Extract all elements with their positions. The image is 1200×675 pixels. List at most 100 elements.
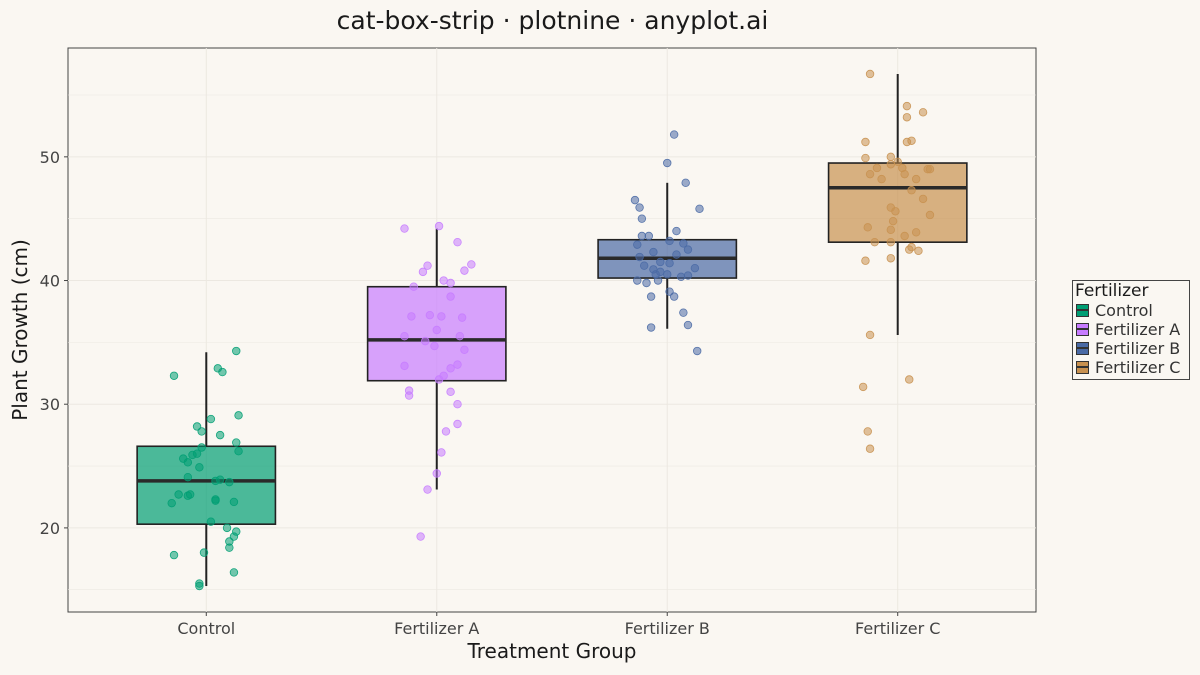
data-point (918, 108, 928, 117)
data-point (434, 221, 444, 231)
data-point (185, 490, 195, 499)
data-point (206, 414, 216, 424)
x-tick-label: Control (177, 619, 235, 638)
data-point (437, 448, 446, 457)
legend-label: Fertilizer C (1095, 358, 1181, 377)
data-point (432, 469, 441, 478)
data-point (861, 153, 870, 163)
legend-item: Fertilizer C (1073, 358, 1189, 377)
data-point (865, 169, 875, 179)
data-point (400, 331, 409, 341)
data-point (888, 216, 898, 226)
data-point (669, 292, 679, 301)
data-point (690, 263, 700, 273)
data-point (633, 240, 642, 249)
data-point (646, 323, 656, 332)
data-point (683, 271, 693, 280)
data-point (663, 158, 672, 168)
data-point (637, 231, 647, 241)
data-point (215, 430, 225, 440)
data-point (858, 382, 868, 392)
data-point (441, 427, 451, 436)
data-point (234, 411, 243, 420)
data-point (672, 250, 681, 259)
data-point (679, 308, 688, 317)
data-point (446, 387, 455, 397)
data-point (870, 237, 879, 247)
data-point (432, 325, 441, 335)
data-point (183, 458, 193, 467)
data-point (229, 497, 239, 507)
data-point (167, 498, 176, 508)
data-point (633, 276, 642, 285)
data-point (656, 257, 665, 267)
data-point (460, 266, 469, 275)
data-point (902, 101, 912, 111)
data-point (195, 581, 204, 591)
legend: Fertilizer Control Fertilizer A Fertilizer… (1072, 280, 1190, 380)
data-point (861, 256, 870, 265)
data-point (644, 231, 653, 241)
y-tick-label: 20 (40, 519, 60, 538)
data-point (914, 246, 923, 256)
data-point (423, 261, 432, 270)
data-point (453, 400, 462, 409)
data-point (639, 261, 649, 270)
data-point (215, 475, 225, 484)
data-point (430, 341, 439, 351)
data-point (918, 194, 928, 204)
data-point (197, 443, 206, 452)
data-point (407, 312, 416, 321)
data-point (460, 345, 469, 354)
data-point (665, 236, 674, 246)
data-point (453, 419, 462, 429)
data-point (404, 391, 414, 400)
data-point (642, 278, 651, 288)
data-point (925, 165, 935, 174)
data-point (199, 548, 209, 557)
strip-points (167, 69, 935, 591)
data-point (416, 532, 425, 541)
data-point (211, 495, 220, 504)
data-point (911, 228, 921, 237)
data-point (418, 267, 428, 277)
data-point (225, 543, 234, 552)
data-point (693, 346, 702, 356)
data-point (905, 375, 914, 384)
data-point (425, 310, 435, 320)
data-point (195, 463, 204, 472)
data-point (907, 136, 916, 145)
data-point (669, 130, 679, 139)
data-point (665, 259, 674, 268)
data-point (886, 237, 895, 247)
data-point (893, 157, 902, 166)
x-tick-label: Fertilizer B (625, 619, 710, 638)
y-axis-label: Plant Growth (cm) (8, 239, 32, 421)
data-point (635, 203, 644, 212)
x-tick-label: Fertilizer A (394, 619, 479, 638)
data-point (905, 245, 914, 254)
data-point (886, 225, 895, 235)
data-point (169, 371, 179, 380)
data-point (197, 427, 206, 436)
data-point (863, 427, 872, 436)
legend-item: Fertilizer A (1073, 320, 1189, 339)
legend-title: Fertilizer (1075, 281, 1149, 301)
data-point (872, 163, 882, 173)
x-axis-label: Treatment Group (467, 639, 637, 663)
data-point (400, 361, 409, 371)
data-point (865, 444, 875, 453)
data-point (907, 186, 916, 195)
data-point (439, 276, 448, 285)
data-point (229, 568, 239, 577)
y-axis-ticks: 20 30 40 50 (40, 148, 68, 538)
data-point (635, 252, 644, 262)
data-point (649, 247, 658, 257)
data-point (681, 178, 690, 188)
data-point (902, 113, 912, 122)
data-point (900, 169, 909, 179)
y-tick-label: 50 (40, 148, 60, 167)
data-point (877, 174, 886, 184)
data-point (467, 260, 476, 269)
